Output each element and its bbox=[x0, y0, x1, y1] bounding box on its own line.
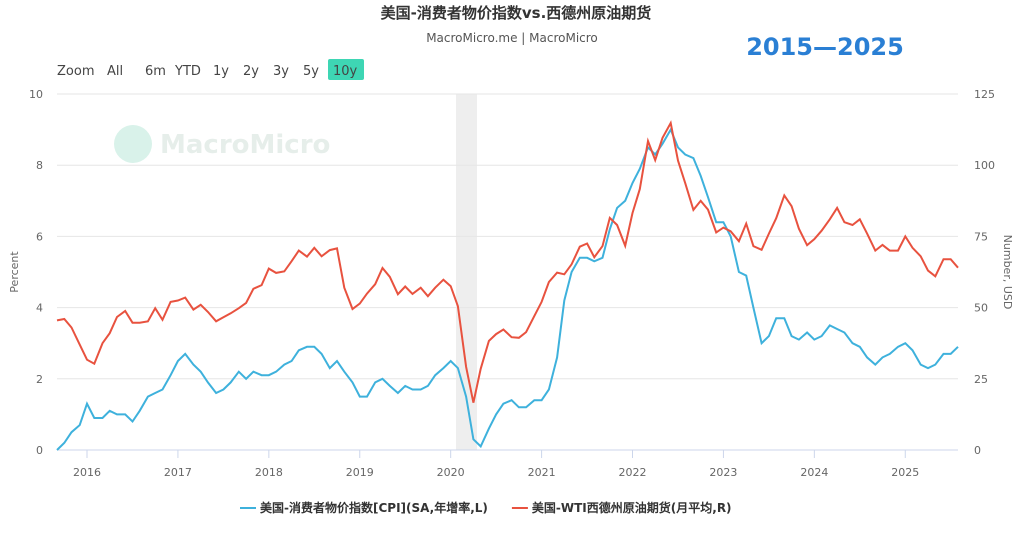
range-button[interactable]: 6m bbox=[145, 64, 166, 79]
y2-tick-label: 50 bbox=[974, 302, 988, 315]
recession-band bbox=[456, 94, 477, 450]
zoom-label: Zoom bbox=[57, 64, 94, 79]
y2-tick-label: 0 bbox=[974, 444, 981, 457]
legend-label: 美国-WTI西德州原油期货(月平均,R) bbox=[532, 500, 732, 515]
x-tick-label: 2017 bbox=[164, 466, 192, 479]
range-button[interactable]: YTD bbox=[174, 64, 201, 79]
watermark: MacroMicro bbox=[160, 130, 330, 160]
x-tick-label: 2023 bbox=[709, 466, 737, 479]
x-tick-label: 2021 bbox=[528, 466, 556, 479]
y-tick-label: 8 bbox=[36, 159, 43, 172]
range-button-bg bbox=[328, 59, 364, 80]
range-button[interactable]: All bbox=[107, 64, 123, 79]
y-tick-label: 0 bbox=[36, 444, 43, 457]
range-button[interactable]: 1y bbox=[213, 64, 229, 79]
y2-tick-label: 100 bbox=[974, 159, 995, 172]
y-tick-label: 2 bbox=[36, 373, 43, 386]
series-line bbox=[56, 127, 959, 451]
y2-tick-label: 75 bbox=[974, 230, 988, 243]
annotation: 2015—2025 bbox=[746, 33, 904, 61]
y-tick-label: 6 bbox=[36, 230, 43, 243]
x-tick-label: 2022 bbox=[619, 466, 647, 479]
range-button[interactable]: 5y bbox=[303, 64, 319, 79]
y2-tick-label: 25 bbox=[974, 373, 988, 386]
y-tick-label: 4 bbox=[36, 302, 43, 315]
series-line bbox=[56, 120, 959, 403]
x-tick-label: 2019 bbox=[346, 466, 374, 479]
y-axis-label: Percent bbox=[8, 251, 21, 293]
legend-label: 美国-消费者物价指数[CPI](SA,年增率,L) bbox=[260, 500, 488, 515]
range-button[interactable]: 2y bbox=[243, 64, 259, 79]
y2-tick-label: 125 bbox=[974, 88, 995, 101]
range-button[interactable]: 3y bbox=[273, 64, 289, 79]
x-tick-label: 2024 bbox=[800, 466, 828, 479]
y-tick-label: 10 bbox=[29, 88, 43, 101]
range-button[interactable]: 10y bbox=[333, 64, 358, 79]
x-tick-label: 2016 bbox=[73, 466, 101, 479]
x-tick-label: 2020 bbox=[437, 466, 465, 479]
chart-subtitle: MacroMicro.me | MacroMicro bbox=[426, 31, 598, 45]
watermark-logo bbox=[114, 125, 152, 163]
x-tick-label: 2018 bbox=[255, 466, 283, 479]
y2-axis-label: Number, USD bbox=[1001, 235, 1014, 310]
chart-title: 美国-消费者物价指数vs.西德州原油期货 bbox=[381, 4, 652, 22]
x-tick-label: 2025 bbox=[891, 466, 919, 479]
